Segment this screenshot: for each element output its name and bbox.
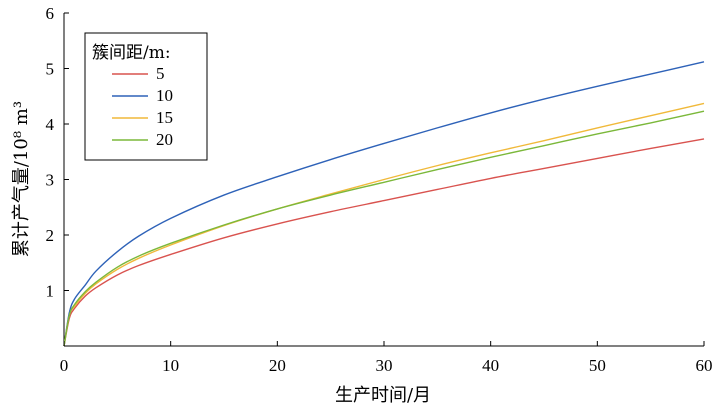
legend-label-10: 10 xyxy=(156,86,173,105)
y-tick-label: 4 xyxy=(46,115,55,134)
x-tick-label: 40 xyxy=(482,356,499,375)
series-line-5 xyxy=(63,138,705,347)
ticks-layer: 0 10 20 30 40 50 60 1 2 3 4 5 6 xyxy=(46,4,713,375)
x-axis-title: 生产时间/月 xyxy=(335,385,431,406)
legend: 簇间距/m: 5 10 15 20 xyxy=(84,32,208,161)
x-tick-label: 60 xyxy=(696,356,713,375)
y-tick-label: 2 xyxy=(46,226,55,245)
legend-title: 簇间距/m: xyxy=(92,43,171,63)
y-axis-title: 累计产气量/10⁸ m³ xyxy=(11,101,32,257)
x-tick-label: 50 xyxy=(589,356,606,375)
legend-label-5: 5 xyxy=(156,64,165,83)
x-tick-label: 30 xyxy=(376,356,393,375)
x-tick-label: 0 xyxy=(60,356,69,375)
x-tick-label: 10 xyxy=(162,356,179,375)
series-line-20 xyxy=(63,110,705,347)
series-layer xyxy=(63,61,705,347)
series-line-10 xyxy=(63,61,705,347)
x-tick-label: 20 xyxy=(269,356,286,375)
legend-label-20: 20 xyxy=(156,130,173,149)
y-tick-label: 5 xyxy=(46,60,55,79)
y-tick-label: 3 xyxy=(46,171,55,190)
y-tick-label: 6 xyxy=(46,4,55,23)
legend-label-15: 15 xyxy=(156,108,173,127)
legend-entries: 5 10 15 20 xyxy=(112,64,173,149)
y-tick-label: 1 xyxy=(46,282,55,301)
